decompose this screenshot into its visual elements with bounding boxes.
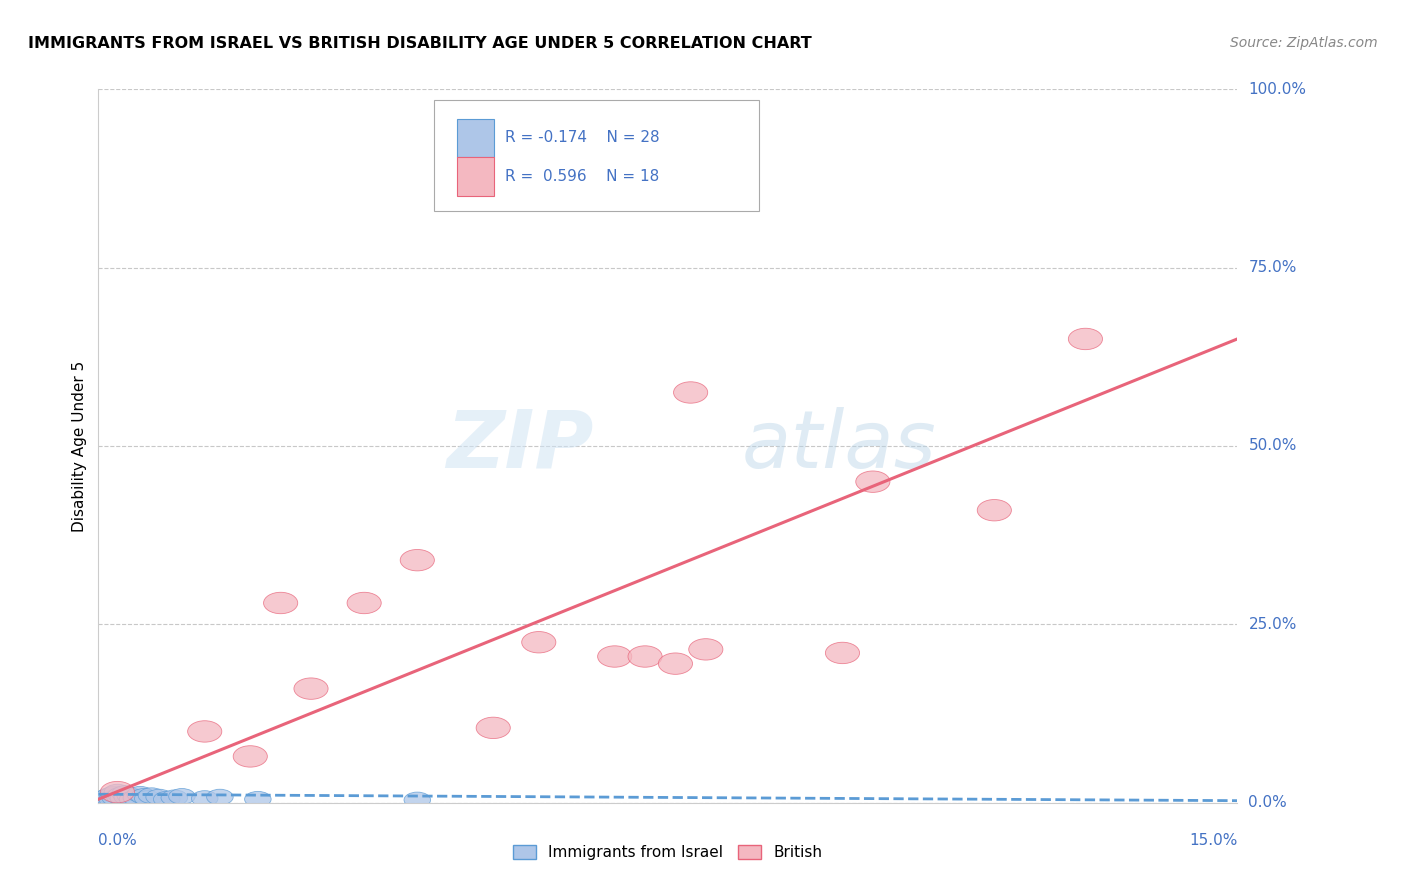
Ellipse shape (856, 471, 890, 492)
Ellipse shape (245, 791, 271, 807)
Text: 15.0%: 15.0% (1189, 833, 1237, 848)
Ellipse shape (101, 790, 128, 805)
Text: atlas: atlas (742, 407, 936, 485)
Ellipse shape (207, 789, 233, 805)
Ellipse shape (135, 790, 162, 806)
Ellipse shape (153, 791, 180, 807)
FancyBboxPatch shape (457, 119, 494, 157)
Text: 50.0%: 50.0% (1249, 439, 1296, 453)
FancyBboxPatch shape (457, 157, 494, 195)
Ellipse shape (108, 787, 135, 803)
Ellipse shape (124, 790, 149, 805)
Ellipse shape (89, 793, 115, 808)
Ellipse shape (110, 790, 136, 806)
FancyBboxPatch shape (434, 100, 759, 211)
Ellipse shape (100, 781, 135, 803)
Text: R =  0.596    N = 18: R = 0.596 N = 18 (505, 169, 659, 184)
Ellipse shape (162, 790, 187, 805)
Ellipse shape (1069, 328, 1102, 350)
Text: 25.0%: 25.0% (1249, 617, 1296, 632)
Ellipse shape (401, 549, 434, 571)
Text: 75.0%: 75.0% (1249, 260, 1296, 275)
Legend: Immigrants from Israel, British: Immigrants from Israel, British (508, 839, 828, 866)
Ellipse shape (263, 592, 298, 614)
Ellipse shape (138, 788, 165, 804)
Text: IMMIGRANTS FROM ISRAEL VS BRITISH DISABILITY AGE UNDER 5 CORRELATION CHART: IMMIGRANTS FROM ISRAEL VS BRITISH DISABI… (28, 36, 811, 51)
Ellipse shape (598, 646, 631, 667)
Ellipse shape (673, 382, 707, 403)
Text: R = -0.174    N = 28: R = -0.174 N = 28 (505, 130, 659, 145)
Ellipse shape (404, 792, 430, 808)
Ellipse shape (169, 789, 195, 805)
Ellipse shape (91, 791, 118, 807)
Text: ZIP: ZIP (447, 407, 593, 485)
Text: 0.0%: 0.0% (98, 833, 138, 848)
Ellipse shape (658, 653, 693, 674)
Text: 100.0%: 100.0% (1249, 82, 1306, 96)
Ellipse shape (107, 789, 134, 805)
Ellipse shape (100, 787, 127, 802)
Ellipse shape (131, 789, 157, 805)
Ellipse shape (111, 786, 138, 801)
Ellipse shape (477, 717, 510, 739)
Ellipse shape (114, 789, 141, 805)
Ellipse shape (117, 788, 143, 804)
Ellipse shape (233, 746, 267, 767)
Ellipse shape (825, 642, 859, 664)
Ellipse shape (98, 791, 125, 807)
Ellipse shape (146, 789, 173, 805)
Ellipse shape (120, 791, 146, 807)
Ellipse shape (628, 646, 662, 667)
Ellipse shape (347, 592, 381, 614)
Text: Source: ZipAtlas.com: Source: ZipAtlas.com (1230, 36, 1378, 50)
Y-axis label: Disability Age Under 5: Disability Age Under 5 (72, 360, 87, 532)
Ellipse shape (191, 790, 218, 806)
Ellipse shape (294, 678, 328, 699)
Ellipse shape (522, 632, 555, 653)
Text: 0.0%: 0.0% (1249, 796, 1286, 810)
Ellipse shape (94, 789, 121, 805)
Ellipse shape (97, 788, 124, 804)
Ellipse shape (104, 784, 131, 800)
Ellipse shape (977, 500, 1011, 521)
Ellipse shape (127, 787, 153, 802)
Ellipse shape (187, 721, 222, 742)
Ellipse shape (689, 639, 723, 660)
